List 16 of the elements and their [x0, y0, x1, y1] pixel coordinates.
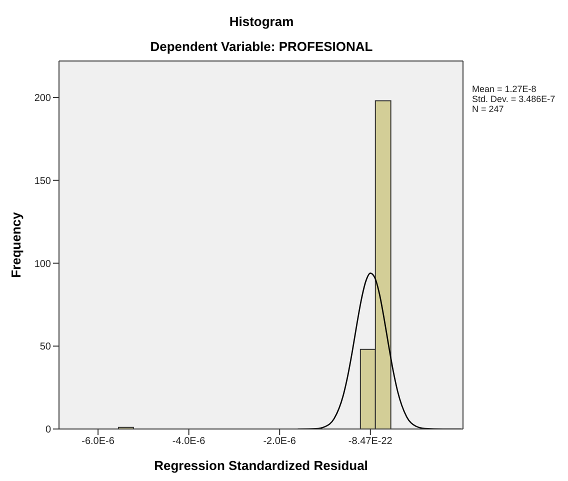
chart-title: Histogram	[228, 14, 295, 29]
y-tick-label: 100	[34, 258, 52, 270]
text: N = 247	[472, 104, 505, 114]
y-axis-title: Frequency	[8, 211, 24, 278]
x-tick-label: -6.0E-6	[82, 436, 115, 448]
x-tick-label: -4.0E-6	[172, 436, 206, 448]
x-tick-label: -2.0E-6	[263, 436, 296, 448]
y-tick-label: 150	[34, 176, 52, 187]
chart-subtitle: Dependent Variable: PROFESIONAL	[149, 39, 374, 54]
y-tick-label: 200	[34, 93, 52, 104]
x-axis-title: Regression Standardized Residual	[154, 458, 368, 473]
x-tick-label: -8.47E-22	[348, 436, 393, 448]
text: Std. Dev. = 3.486E-7	[472, 94, 556, 104]
y-tick-label: 50	[40, 342, 52, 353]
y-tick-label: 0	[45, 424, 52, 436]
text: Mean = 1.27E-8	[472, 84, 538, 94]
